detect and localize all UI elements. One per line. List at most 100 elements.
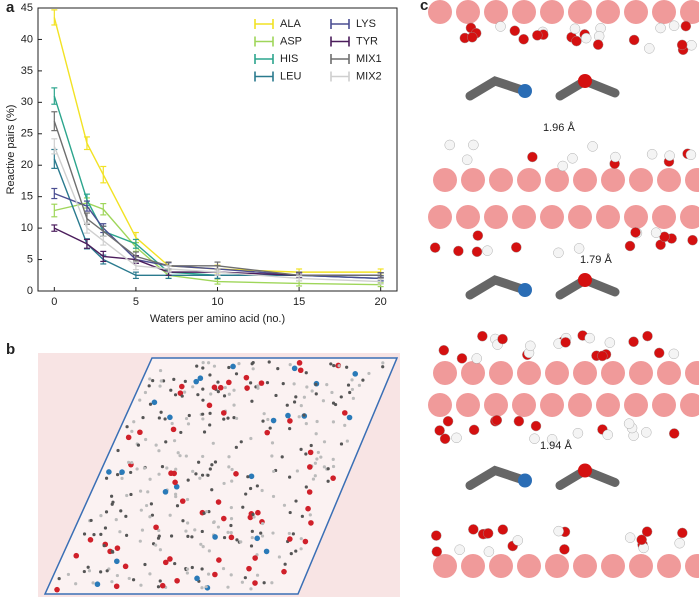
atom xyxy=(468,139,479,151)
molecule-dot xyxy=(173,561,177,566)
y-tick-label: 5 xyxy=(27,253,33,265)
distance-label: 1.94 Å xyxy=(540,439,572,452)
molecule-dot xyxy=(122,563,129,570)
molecule-dot xyxy=(222,535,227,540)
atom xyxy=(545,168,569,192)
molecule-dot xyxy=(315,457,319,461)
molecule-dot xyxy=(114,518,118,522)
molecule-dot xyxy=(125,425,129,429)
molecule-dot xyxy=(66,572,71,577)
molecule-dot xyxy=(178,454,182,458)
molecule-dot xyxy=(243,374,250,381)
error-bar xyxy=(377,272,384,279)
x-tick-label: 0 xyxy=(51,296,57,308)
error-bar xyxy=(51,9,58,26)
legend-label: HIS xyxy=(280,53,298,65)
molecule-dot xyxy=(258,380,265,386)
molecule-dot xyxy=(118,530,122,534)
error-bar xyxy=(51,187,58,200)
molecule-dot xyxy=(172,377,176,381)
atom xyxy=(532,30,543,41)
molecule-dot xyxy=(266,417,270,422)
molecule-dot xyxy=(206,361,211,365)
molecule-dot xyxy=(164,440,168,444)
molecule-dot xyxy=(330,390,334,395)
molecule-dot xyxy=(287,418,293,424)
molecule-dot xyxy=(314,392,318,396)
molecule-dot xyxy=(194,575,200,582)
legend-swatch xyxy=(254,36,274,47)
molecule-dot xyxy=(193,378,200,385)
molecule-dot xyxy=(288,475,292,479)
molecule-dot xyxy=(154,443,158,447)
molecule-dot xyxy=(179,430,183,435)
molecule-dot xyxy=(104,476,109,480)
atom xyxy=(685,168,699,192)
molecule-dot xyxy=(213,460,218,464)
molecule-dot xyxy=(227,465,231,469)
atom xyxy=(592,39,604,50)
atom xyxy=(511,242,522,253)
molecule-dot xyxy=(307,464,313,470)
molecule-dot xyxy=(268,426,272,430)
atom xyxy=(642,330,653,342)
molecule-dot xyxy=(87,536,94,543)
molecule-dot xyxy=(281,568,287,575)
atom xyxy=(482,245,493,256)
molecule-dot xyxy=(283,562,287,566)
atom xyxy=(685,149,697,161)
molecule-dot xyxy=(297,367,304,374)
atom xyxy=(512,393,536,417)
molecule-dot xyxy=(141,415,145,420)
molecule-dot xyxy=(226,585,230,589)
molecule-dot xyxy=(167,414,173,421)
molecule-dot xyxy=(207,509,211,514)
atom xyxy=(644,43,655,54)
molecule-dot xyxy=(322,465,326,469)
molecule-dot xyxy=(305,385,309,389)
molecule-dot xyxy=(255,484,259,488)
molecule-dot xyxy=(129,492,133,497)
molecule-dot xyxy=(106,469,112,475)
molecule-dot xyxy=(288,363,292,367)
atom xyxy=(657,168,681,192)
error-bar xyxy=(83,222,90,234)
atom xyxy=(655,22,666,34)
atom xyxy=(629,168,653,192)
molecule-dot xyxy=(172,439,177,443)
molecule-dot xyxy=(201,544,205,549)
y-tick-label: 15 xyxy=(21,191,33,203)
atom xyxy=(456,205,480,229)
molecule-dot xyxy=(311,477,316,481)
atom xyxy=(456,353,468,364)
atom xyxy=(454,544,465,555)
molecule-dot xyxy=(252,580,258,586)
molecule-dot xyxy=(146,490,150,494)
error-bar xyxy=(100,250,107,263)
atom xyxy=(442,416,454,427)
molecule-dot xyxy=(179,383,185,390)
molecule-dot xyxy=(114,558,120,565)
molecule-dot xyxy=(277,555,282,559)
molecule-dot xyxy=(287,536,293,542)
molecule-dot xyxy=(246,565,252,572)
molecule-dot xyxy=(285,403,289,407)
molecule-dot xyxy=(209,392,213,396)
molecule-dot xyxy=(111,500,115,504)
molecule-dot xyxy=(190,565,194,570)
molecule-dot xyxy=(234,372,239,376)
atom xyxy=(652,393,676,417)
atom xyxy=(674,538,685,549)
distance-label: 1.96 Å xyxy=(543,121,575,134)
atom xyxy=(569,23,581,34)
atom xyxy=(428,0,452,24)
molecule-dot xyxy=(331,457,335,461)
molecule-dot xyxy=(190,535,194,539)
panel-label: b xyxy=(6,341,15,358)
molecule-dot xyxy=(169,388,173,392)
molecule-dot xyxy=(237,361,241,366)
molecule-dot xyxy=(138,398,142,402)
atom xyxy=(623,418,635,429)
molecule-dot xyxy=(229,573,233,577)
molecule-dot xyxy=(124,514,128,518)
